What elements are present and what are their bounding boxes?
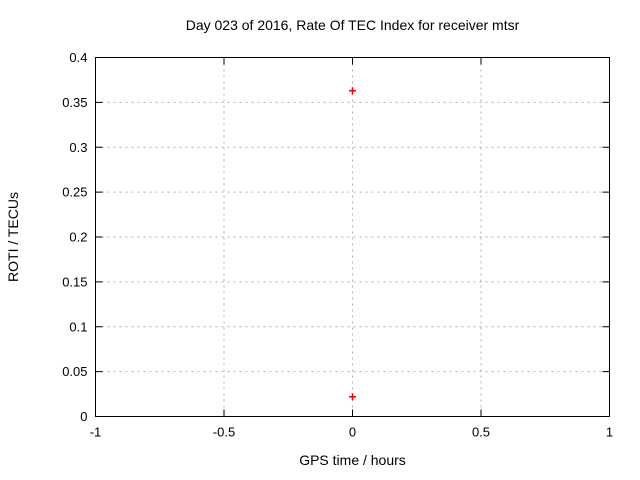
y-tick-label: 0.4 xyxy=(69,50,87,65)
y-tick-label: 0.1 xyxy=(69,319,87,334)
y-axis-title: ROTI / TECUs xyxy=(5,192,21,282)
y-tick-label: 0.35 xyxy=(62,95,87,110)
x-tick-label: 0.5 xyxy=(472,425,490,440)
y-tick-label: 0.05 xyxy=(62,364,87,379)
y-tick-label: 0.2 xyxy=(69,230,87,245)
y-tick-label: 0.15 xyxy=(62,274,87,289)
y-tick-label: 0 xyxy=(80,409,87,424)
chart-title: Day 023 of 2016, Rate Of TEC Index for r… xyxy=(185,17,520,33)
y-tick-label: 0.25 xyxy=(62,185,87,200)
y-tick-label: 0.3 xyxy=(69,140,87,155)
plot-border xyxy=(95,57,610,417)
x-tick-label: 1 xyxy=(606,425,613,440)
x-tick-label: -1 xyxy=(90,425,102,440)
x-tick-label: 0 xyxy=(349,425,356,440)
x-axis-title: GPS time / hours xyxy=(299,452,406,468)
x-tick-label: -0.5 xyxy=(213,425,235,440)
